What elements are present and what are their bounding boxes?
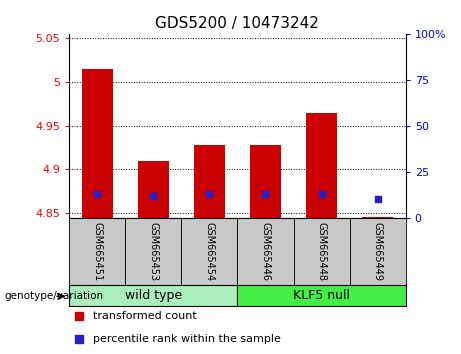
- Text: GSM665448: GSM665448: [317, 222, 326, 281]
- Bar: [294, 218, 349, 285]
- Bar: [349, 218, 406, 285]
- Bar: [82, 69, 112, 218]
- Text: percentile rank within the sample: percentile rank within the sample: [93, 333, 281, 344]
- Text: transformed count: transformed count: [93, 312, 196, 321]
- Point: [94, 191, 101, 196]
- Bar: [250, 145, 281, 218]
- Text: GSM665454: GSM665454: [204, 222, 214, 281]
- Bar: [138, 161, 169, 218]
- Bar: [237, 218, 294, 285]
- Bar: [237, 285, 406, 306]
- Bar: [194, 145, 225, 218]
- Bar: [69, 218, 125, 285]
- Text: GSM665446: GSM665446: [260, 222, 271, 281]
- Point: [318, 191, 325, 196]
- Point: [206, 191, 213, 196]
- Point: [76, 336, 83, 341]
- Text: GSM665453: GSM665453: [148, 222, 158, 281]
- Bar: [362, 217, 393, 218]
- Point: [262, 191, 269, 196]
- Text: KLF5 null: KLF5 null: [293, 289, 350, 302]
- Title: GDS5200 / 10473242: GDS5200 / 10473242: [155, 16, 319, 31]
- Text: wild type: wild type: [125, 289, 182, 302]
- Text: GSM665449: GSM665449: [372, 222, 383, 281]
- Point: [76, 314, 83, 319]
- Bar: [181, 218, 237, 285]
- Text: GSM665451: GSM665451: [92, 222, 102, 281]
- Point: [149, 193, 157, 199]
- Point: [374, 196, 381, 202]
- Bar: [306, 113, 337, 218]
- Bar: [125, 218, 181, 285]
- Text: genotype/variation: genotype/variation: [5, 291, 104, 301]
- Bar: [69, 285, 237, 306]
